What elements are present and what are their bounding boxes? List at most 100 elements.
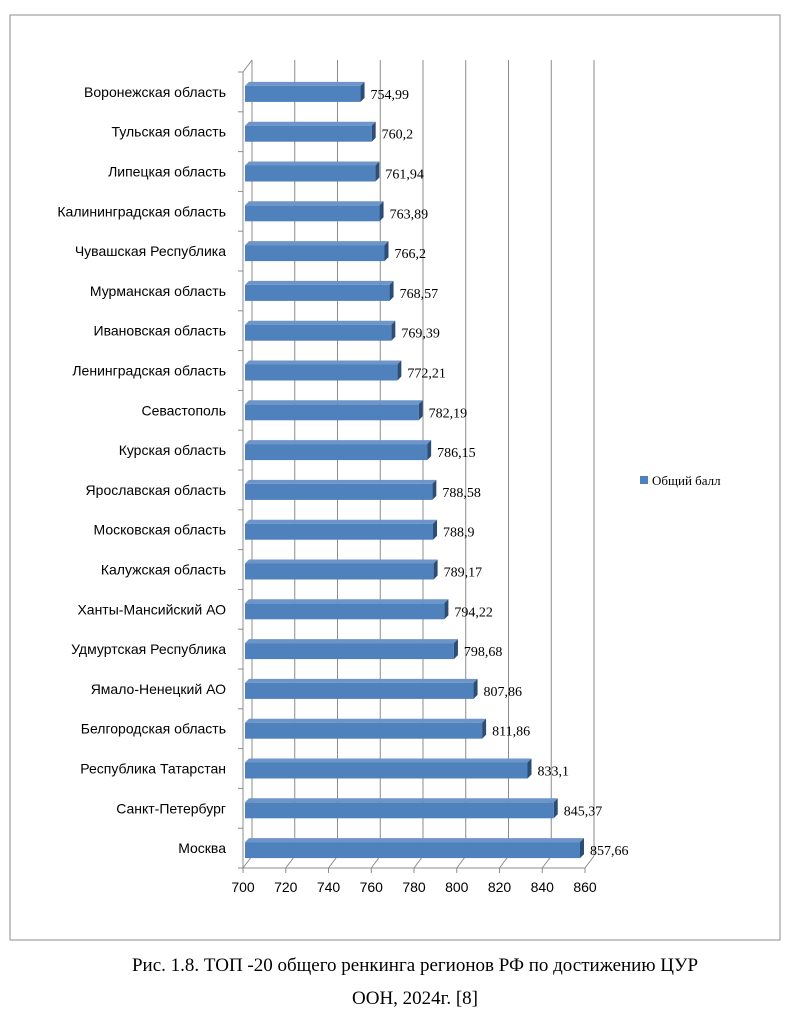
category-label: Москва	[178, 840, 226, 856]
bar-top	[245, 519, 438, 524]
bar	[245, 643, 454, 660]
category-label: Московская область	[94, 522, 226, 538]
bar-side	[427, 440, 432, 461]
bar-side	[391, 320, 396, 341]
category-label: Ярославская область	[86, 482, 226, 498]
bar	[245, 364, 398, 381]
bar-top	[245, 639, 458, 644]
data-label: 798,68	[464, 645, 503, 660]
bar-top	[245, 360, 402, 365]
bar-side	[360, 81, 365, 102]
bar-top	[245, 838, 584, 843]
bar-side	[527, 758, 532, 779]
category-label: Курская область	[119, 442, 226, 458]
bar	[245, 802, 554, 819]
category-label: Севастополь	[141, 402, 226, 418]
bar-side	[482, 718, 487, 739]
bar-top	[245, 599, 449, 604]
legend-swatch	[640, 476, 648, 484]
data-label: 807,86	[484, 685, 523, 700]
data-label: 845,37	[564, 804, 603, 819]
bar-top	[245, 161, 380, 166]
category-label: Республика Татарстан	[80, 761, 226, 777]
bar-side	[432, 479, 437, 500]
data-label: 769,39	[401, 327, 440, 342]
bar-side	[384, 241, 389, 262]
data-label: 772,21	[407, 367, 446, 382]
bar	[245, 284, 390, 301]
bar-top	[245, 718, 487, 723]
bar-side	[553, 798, 558, 819]
bar	[245, 404, 419, 421]
bar-top	[245, 201, 384, 206]
bar-side	[397, 360, 402, 381]
bar	[245, 682, 474, 699]
x-tick-label: 860	[573, 879, 597, 895]
category-label: Воронежская область	[84, 84, 226, 100]
bar	[245, 125, 372, 142]
bar-side	[371, 121, 376, 142]
bar	[245, 165, 376, 182]
y-axis-depth	[242, 59, 253, 73]
data-label: 761,94	[385, 168, 424, 183]
category-label: Липецкая область	[108, 164, 226, 180]
bar-top	[245, 440, 432, 445]
x-tick-label: 740	[317, 879, 341, 895]
data-label: 760,2	[382, 128, 414, 143]
bar	[245, 523, 434, 540]
bar-top	[245, 81, 365, 86]
bar-side	[375, 161, 380, 182]
bar-side	[444, 599, 449, 620]
bar-side	[418, 400, 423, 421]
data-label: 788,58	[442, 486, 481, 501]
bar-top	[245, 559, 438, 564]
category-label: Калининградская область	[57, 203, 226, 219]
x-tick-label: 760	[360, 879, 384, 895]
data-label: 789,17	[444, 566, 483, 581]
bar-top	[245, 121, 376, 126]
bar-side	[473, 678, 478, 699]
data-label: 833,1	[538, 765, 570, 780]
x-tick-label: 840	[531, 879, 555, 895]
data-label: 763,89	[390, 207, 429, 222]
bar	[245, 483, 433, 500]
category-label: Санкт-Петербург	[116, 800, 226, 816]
data-label: 754,99	[371, 88, 410, 103]
category-label: Ленинградская область	[72, 363, 226, 379]
data-label: 788,9	[443, 526, 475, 541]
floor-line	[584, 855, 595, 869]
category-label: Удмуртская Республика	[71, 641, 226, 657]
category-label: Калужская область	[101, 562, 226, 578]
category-label: Ханты-Мансийский АО	[77, 601, 226, 617]
bar-top	[245, 280, 394, 285]
bar-top	[245, 241, 389, 246]
bar-top	[245, 400, 423, 405]
bar-side	[379, 201, 384, 222]
bar	[245, 842, 580, 859]
data-label: 811,86	[492, 725, 530, 740]
figure-caption-line1: Рис. 1.8. ТОП -20 общего ренкинга регион…	[131, 955, 699, 976]
bar	[245, 444, 428, 461]
data-label: 857,66	[590, 844, 629, 859]
x-tick-label: 780	[402, 879, 426, 895]
bar-top	[245, 678, 478, 683]
data-label: 794,22	[454, 605, 493, 620]
bar-side	[453, 639, 458, 660]
category-label: Мурманская область	[90, 283, 226, 299]
x-tick-label: 720	[274, 879, 298, 895]
figure-caption-line2: ООН, 2024г. [8]	[352, 988, 478, 1009]
bar	[245, 722, 483, 739]
bar	[245, 563, 434, 580]
chart-frame	[9, 14, 781, 941]
bar-top	[245, 758, 532, 763]
bar	[245, 324, 392, 341]
bar-side	[389, 280, 394, 301]
bar-chart: 754,99 Воронежская область 760,2 Тульская о…	[9, 14, 781, 941]
bar-top	[245, 479, 437, 484]
bar-top	[245, 320, 396, 325]
data-label: 768,57	[400, 287, 439, 302]
bar-side	[433, 559, 438, 580]
bar	[245, 603, 445, 620]
bar	[245, 762, 528, 779]
x-tick-label: 820	[488, 879, 512, 895]
